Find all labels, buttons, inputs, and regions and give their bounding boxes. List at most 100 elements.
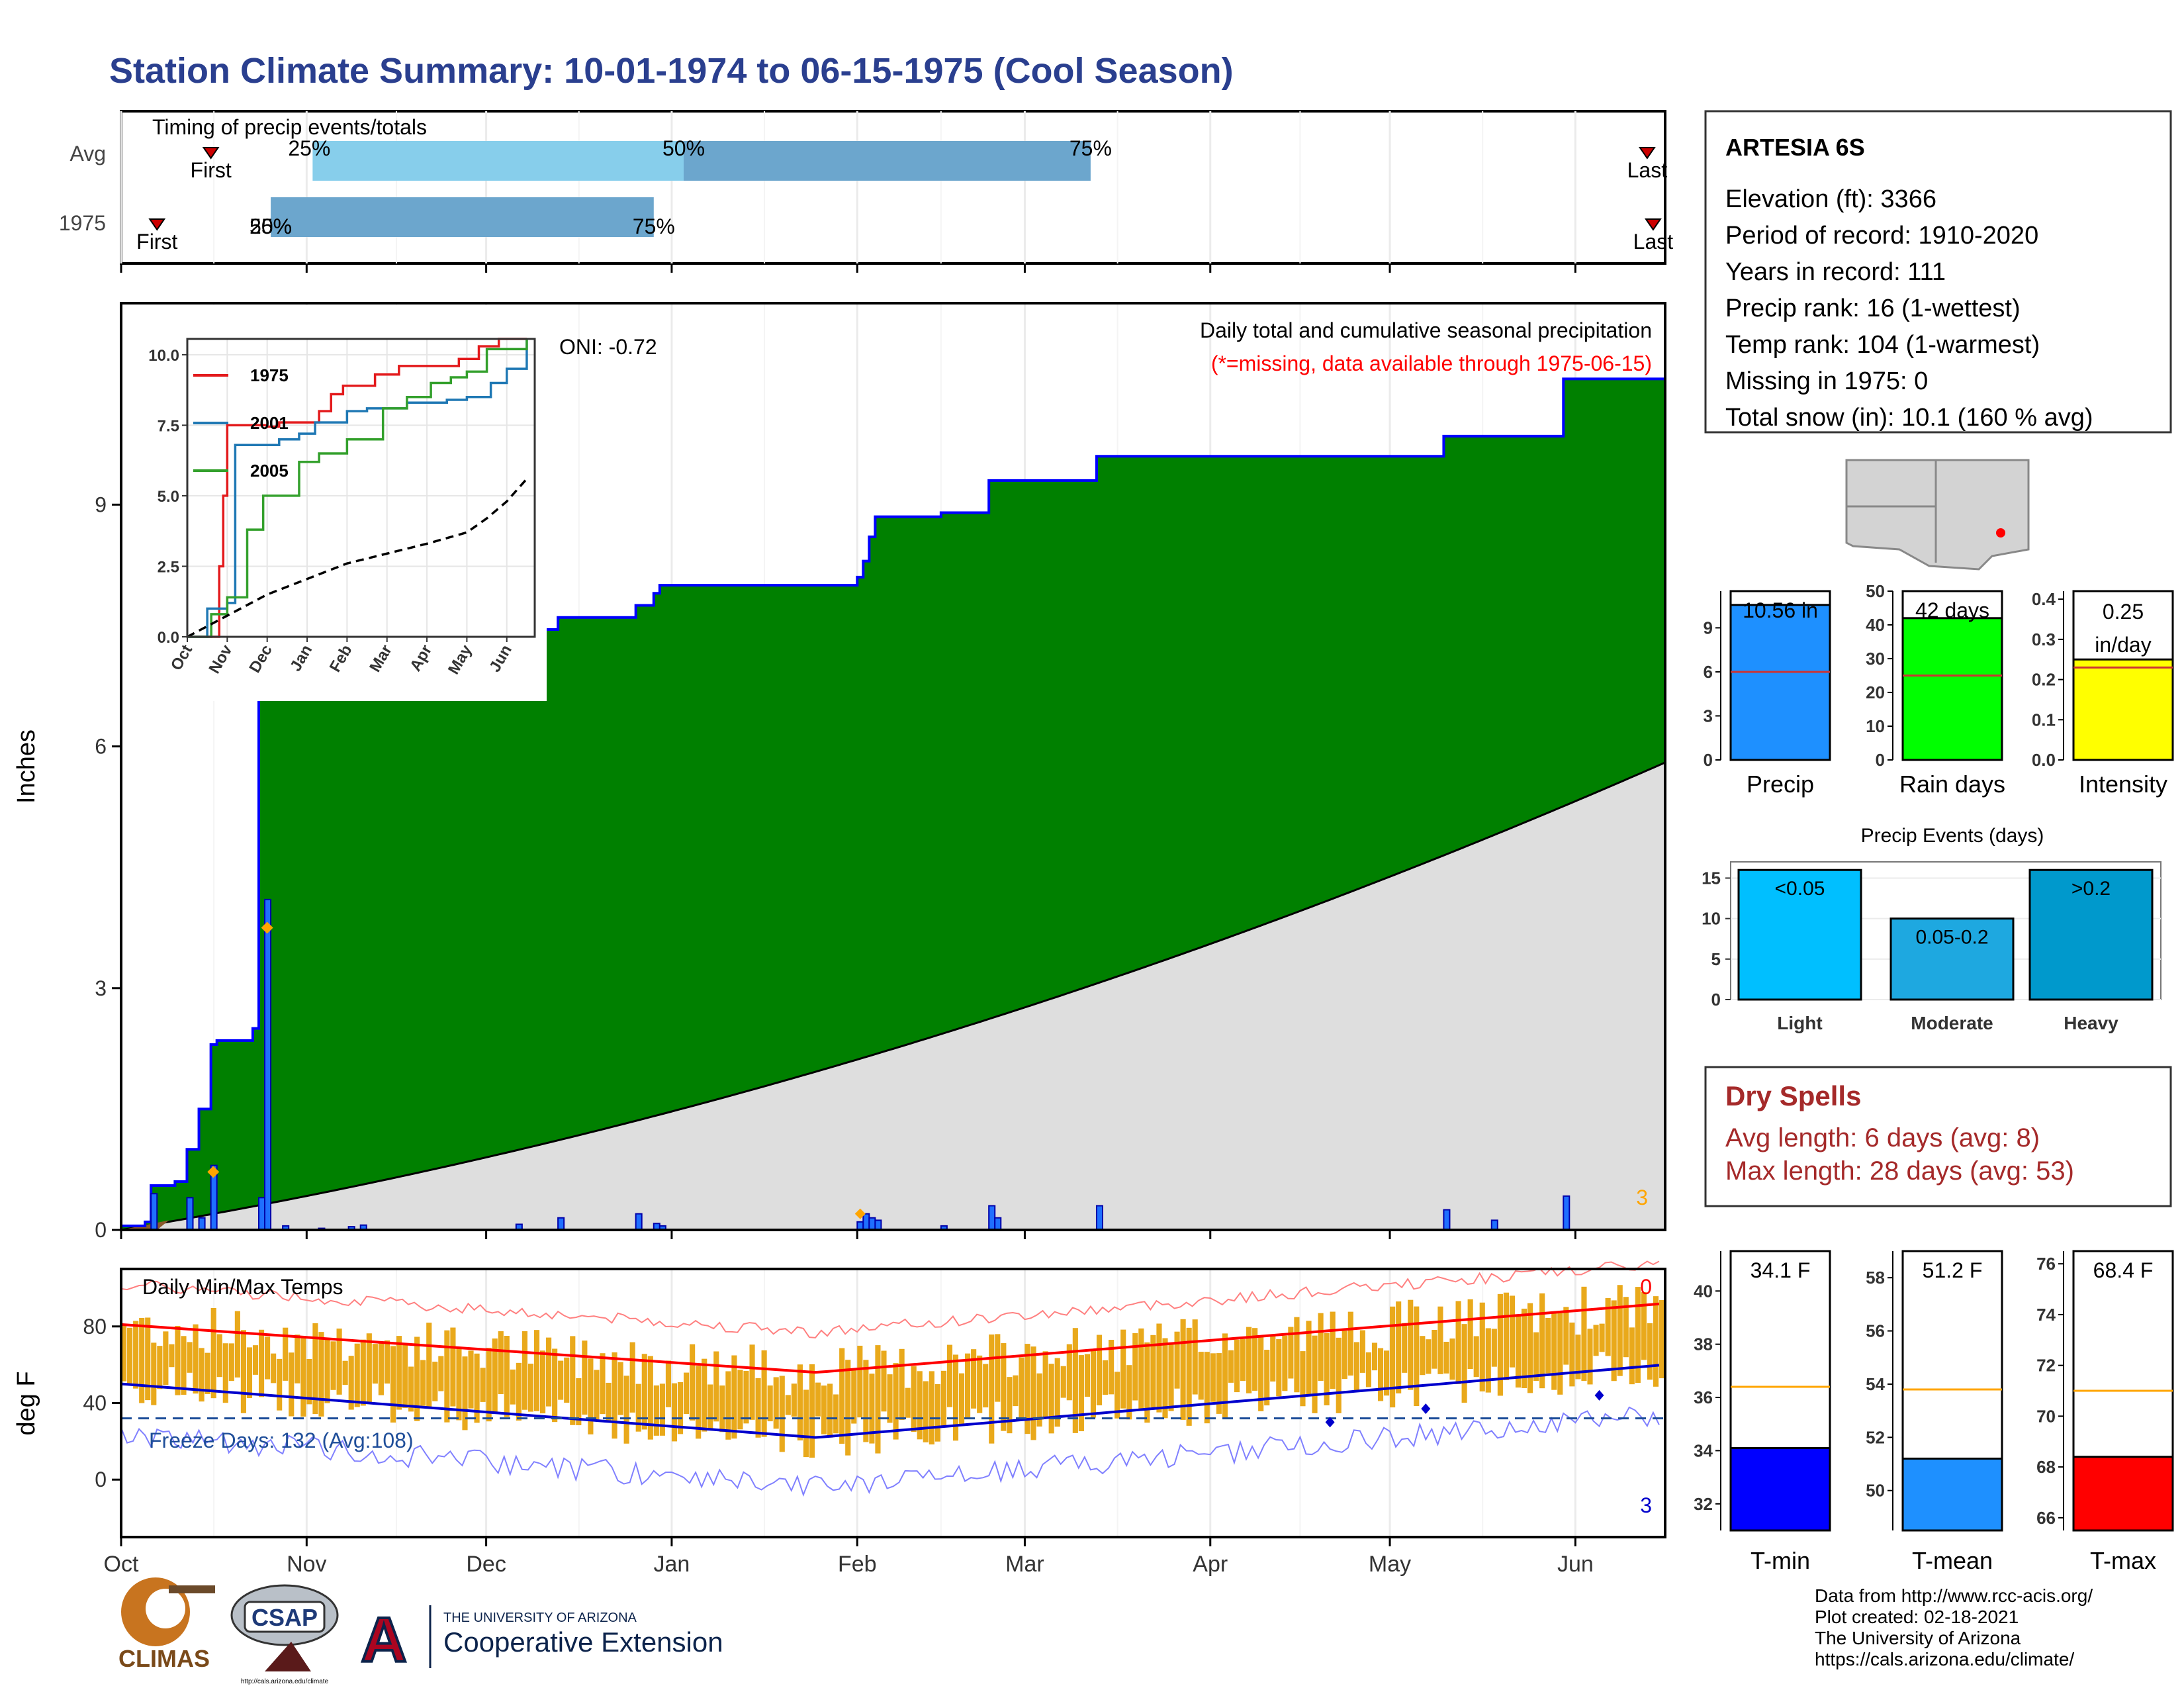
daily-temp-bar: [606, 1382, 612, 1422]
season-panel-bar: [1729, 604, 1831, 761]
daily-temp-bar: [1485, 1328, 1491, 1393]
daily-temp-bar: [1359, 1330, 1365, 1373]
daily-temp-bar: [1198, 1352, 1204, 1400]
daily-temp-bar: [1635, 1287, 1641, 1383]
daily-temp-bar: [372, 1344, 378, 1384]
ua-line1: THE UNIVERSITY OF ARIZONA: [443, 1611, 637, 1625]
inset-series-line: [187, 339, 528, 638]
daily-temp-bar: [875, 1345, 881, 1454]
precip-ytick-label: 9: [95, 492, 107, 516]
daily-temp-bar: [1216, 1353, 1222, 1414]
station-info-frame: [1704, 110, 2172, 434]
season-panel-label: T-min: [1751, 1547, 1810, 1574]
daily-temp-bar: [1072, 1328, 1078, 1433]
daily-temp-bar: [767, 1385, 773, 1422]
daily-temp-bar: [1365, 1352, 1372, 1387]
daily-temp-bar: [749, 1344, 755, 1420]
station-name: ARTESIA 6S: [1725, 134, 1865, 161]
season-panel-value-unit: in/day: [2095, 633, 2151, 657]
daily-temp-bar: [696, 1366, 702, 1439]
season-panel-value: 0.25: [2103, 600, 2144, 624]
climas-logo-inner: [146, 1589, 185, 1628]
season-panel-ytick-label: 54: [1866, 1374, 1885, 1394]
season-panel-ytick-label: 50: [1866, 1481, 1885, 1501]
season-panel-value: 42 days: [1915, 598, 1989, 622]
daily-temp-bar: [283, 1327, 289, 1381]
season-panel-ytick-label: 40: [1866, 615, 1885, 635]
csap-url: http://cals.arizona.edu/climate: [241, 1678, 329, 1685]
timing-last-label: Last: [1627, 158, 1668, 182]
daily-temp-bar: [1084, 1354, 1091, 1397]
season-panel-label: Rain days: [1899, 771, 2005, 798]
daily-temp-bar: [594, 1370, 600, 1420]
events-bar-label: >0.2: [2071, 878, 2111, 900]
daily-temp-bar: [187, 1342, 193, 1373]
daily-temp-bar: [1036, 1373, 1042, 1427]
daily-temp-bar: [486, 1348, 492, 1422]
daily-temp-bar: [617, 1362, 623, 1415]
daily-temp-bar: [1420, 1336, 1426, 1376]
footer-credit-line: Plot created: 02-18-2021: [1815, 1607, 2019, 1627]
daily-temp-bar: [533, 1330, 540, 1411]
season-panel-ytick-label: 0.0: [2032, 750, 2056, 770]
daily-temp-bar: [1473, 1336, 1479, 1378]
daily-precip-bar: [862, 1213, 870, 1231]
month-label: Jun: [1557, 1552, 1594, 1577]
season-panel-ytick-label: 38: [1694, 1335, 1713, 1354]
daily-temp-bar: [527, 1364, 534, 1412]
inset-legend: 1975 2001 2005: [193, 365, 289, 481]
precip-panel: 0 3 6 9 Inches Daily total and cumulative s…: [13, 302, 1666, 1242]
precip-ytick-label: 3: [95, 976, 107, 1000]
precip-events-title: Precip Events (days): [1861, 825, 2044, 847]
daily-temp-bar: [474, 1353, 480, 1423]
daily-temp-bar: [1001, 1343, 1007, 1431]
daily-temp-bar: [570, 1336, 576, 1425]
daily-temp-bar: [265, 1336, 271, 1380]
daily-precip-bar: [150, 1193, 158, 1231]
season-panel-ytick-label: 40: [1694, 1281, 1713, 1301]
daily-temp-bar: [671, 1383, 678, 1442]
daily-temp-bar: [414, 1336, 420, 1421]
daily-precip-bar: [1490, 1219, 1498, 1231]
daily-temp-bar: [576, 1378, 582, 1426]
ua-line2: Cooperative Extension: [443, 1626, 723, 1658]
daily-temp-bar: [1109, 1340, 1115, 1395]
daily-temp-bar: [1138, 1328, 1144, 1410]
ua-a-mark: A: [361, 1605, 406, 1675]
daily-temp-bar: [1090, 1349, 1097, 1418]
daily-precip-bar: [257, 1197, 266, 1231]
daily-precip-bar: [557, 1217, 565, 1231]
season-panel-bar: [1901, 1457, 2003, 1532]
season-panel-ytick-label: 9: [1704, 618, 1713, 637]
daily-temp-bar: [151, 1342, 157, 1405]
daily-temp-bar: [306, 1358, 312, 1405]
dry-spells-box: Dry Spells Avg length: 6 days (avg: 8) M…: [1704, 1066, 2172, 1207]
daily-temp-bar: [1503, 1292, 1509, 1380]
daily-temp-bar: [773, 1377, 779, 1429]
daily-temp-bar: [169, 1344, 175, 1368]
timing-first-marker: [148, 218, 166, 231]
season-panel-ytick-label: 34: [1694, 1440, 1713, 1460]
daily-precip-bar: [1095, 1205, 1103, 1231]
daily-temp-bar: [1007, 1377, 1013, 1434]
daily-temp-bar: [558, 1360, 564, 1400]
daily-temp-bar: [1545, 1317, 1551, 1374]
daily-precip-bar: [874, 1219, 882, 1231]
daily-precip-bar: [988, 1205, 996, 1231]
daily-temp-bar: [785, 1395, 791, 1415]
daily-temp-bar: [1509, 1295, 1516, 1368]
daily-temp-bar: [797, 1364, 803, 1441]
daily-temp-bar: [384, 1340, 390, 1384]
station-info-line: Elevation (ft): 3366: [1725, 185, 1936, 213]
timing-bar-q1: [312, 141, 684, 181]
events-bar: [2028, 868, 2154, 1001]
climas-logo-bar: [169, 1585, 215, 1593]
season-panel-ytick-label: 0.1: [2032, 710, 2056, 729]
timing-p50-label: 50%: [250, 214, 292, 238]
events-bar: [1737, 868, 1862, 1001]
daily-temp-bar: [516, 1362, 522, 1421]
timing-p75-label: 75%: [1069, 136, 1112, 160]
daily-temp-bar: [1527, 1303, 1533, 1393]
